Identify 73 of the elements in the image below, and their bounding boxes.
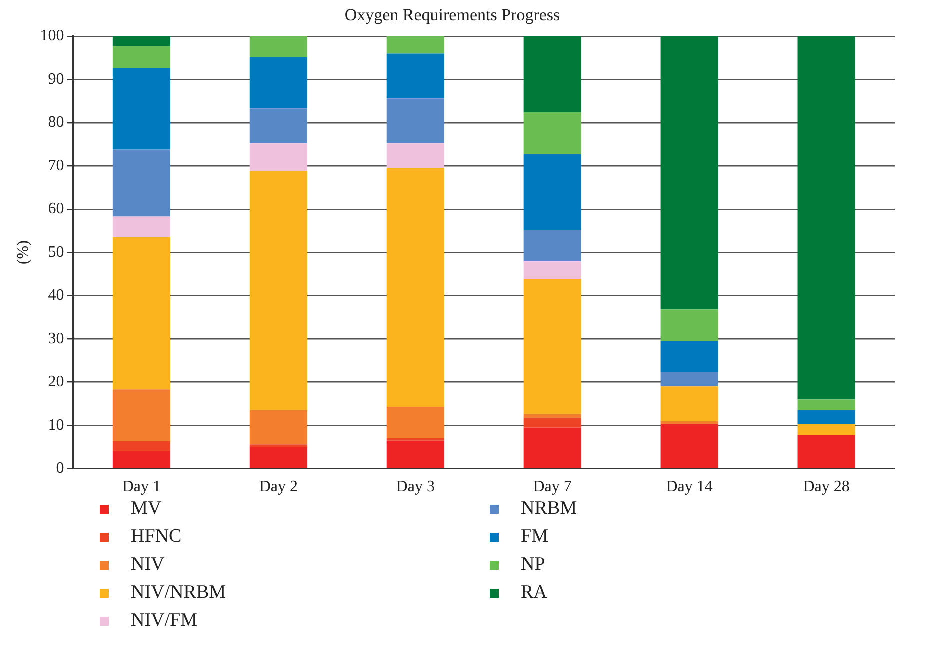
bar: [524, 428, 582, 468]
x-tick-label: Day 7: [533, 478, 572, 496]
bar: [386, 406, 444, 439]
y-axis-title: (%): [14, 240, 32, 265]
x-tick-label: Day 3: [396, 478, 435, 496]
bar: [112, 68, 170, 150]
legend-label: FM: [521, 526, 548, 548]
bar: [660, 386, 718, 422]
y-tick-label: 10: [48, 416, 64, 434]
bar: [660, 424, 718, 468]
chart-title: Oxygen Requirements Progress: [344, 6, 560, 25]
y-tick-label: 20: [48, 374, 64, 391]
bar: [386, 144, 444, 168]
bar: [798, 36, 856, 400]
bar: [250, 57, 308, 109]
bar: [112, 442, 170, 452]
bar: [798, 424, 856, 436]
bar: [524, 414, 582, 418]
bar: [250, 144, 308, 172]
legend-label: NIV/NRBM: [131, 582, 226, 604]
bar: [112, 216, 170, 238]
bar: [112, 452, 170, 468]
legend-label: HFNC: [131, 526, 182, 548]
legend-label: NP: [521, 554, 546, 576]
y-tick-label: 50: [48, 244, 64, 261]
bar: [524, 230, 582, 262]
bar: [112, 390, 170, 442]
y-tick-label: 90: [48, 70, 64, 88]
x-tick-label: Day 2: [259, 478, 298, 496]
bar: [386, 440, 444, 468]
bar: [660, 36, 718, 310]
bar: [250, 447, 308, 468]
x-tick-label: Day 1: [122, 478, 162, 496]
y-tick-label: 60: [48, 200, 64, 218]
bar: [250, 444, 308, 448]
bar: [386, 98, 444, 144]
bar: [524, 278, 582, 414]
y-tick-label: 40: [48, 287, 64, 304]
legend-label: NRBM: [521, 498, 577, 520]
bar: [660, 421, 718, 424]
bar: [250, 108, 308, 144]
y-tick-label: 70: [48, 157, 64, 174]
y-tick-label: 0: [56, 460, 64, 478]
bar: [660, 341, 718, 372]
bar: [524, 262, 582, 279]
bar: [660, 310, 718, 342]
bar: [250, 36, 308, 58]
bar: [524, 154, 582, 230]
x-tick-label: Day 14: [666, 478, 713, 496]
legend-label: NIV: [131, 554, 165, 576]
bar: [250, 171, 308, 410]
bar: [112, 46, 170, 68]
bar: [660, 372, 718, 387]
y-tick-label: 100: [40, 28, 64, 45]
bar: [386, 36, 444, 54]
bar: [524, 36, 582, 113]
bar: [524, 418, 582, 428]
bar: [386, 54, 444, 99]
bar: [112, 237, 170, 390]
legend-label: NIV/FM: [131, 610, 198, 632]
bar: [798, 435, 856, 468]
bar: [250, 410, 308, 445]
legend-label: MV: [131, 498, 162, 520]
y-tick-label: 30: [48, 330, 64, 348]
x-tick-label: Day 28: [803, 478, 850, 496]
bar: [524, 112, 582, 154]
y-tick-label: 80: [48, 114, 64, 132]
bar: [386, 168, 444, 407]
legend-label: RA: [521, 582, 548, 604]
bar: [112, 150, 170, 217]
bar: [798, 400, 856, 410]
bar: [798, 410, 856, 424]
bar: [112, 36, 170, 46]
